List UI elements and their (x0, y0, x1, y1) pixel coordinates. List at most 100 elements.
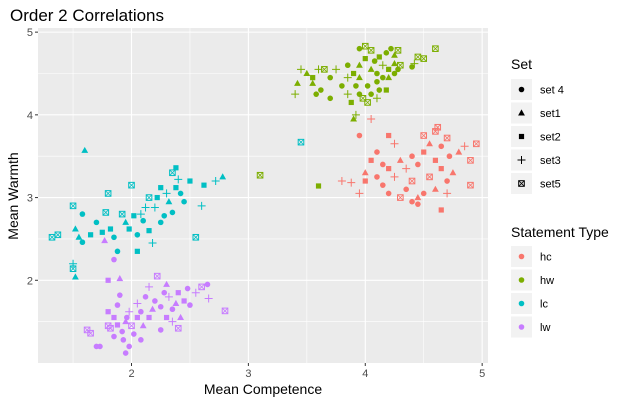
x-tick-label: 3 (245, 368, 251, 380)
legend-key-lw (518, 324, 525, 330)
point-hc-set4 (409, 198, 415, 205)
point-hw-set3 (372, 94, 381, 103)
point-lc-set2 (187, 178, 193, 184)
point-hc-set3 (347, 178, 356, 187)
major-gridlines (38, 28, 488, 363)
point-lc-set1 (72, 225, 79, 232)
point-hw-set4 (313, 91, 319, 97)
point-hw-set2 (310, 75, 316, 81)
point-hw-set4 (368, 91, 374, 97)
point-lw-set1 (139, 322, 147, 329)
point-hw-set5 (420, 55, 428, 62)
point-lw-set3 (125, 307, 134, 316)
point-hw-set4 (409, 64, 415, 70)
point-lc-set4 (111, 234, 117, 241)
point-lw-set1 (149, 305, 156, 312)
x-tick-label: 4 (362, 368, 368, 380)
point-hc-set2 (368, 157, 374, 163)
point-lc-set3 (162, 189, 171, 198)
legend-key-set3 (517, 156, 526, 164)
point-lw-set4 (122, 350, 129, 356)
point-lc-set4 (134, 231, 141, 238)
point-hw-set1 (356, 61, 363, 68)
point-hc-set2 (432, 157, 439, 163)
point-lc-set4 (161, 212, 168, 219)
point-lw-set1 (172, 299, 180, 306)
point-lc-set3 (174, 175, 183, 184)
point-lc-set5 (102, 209, 110, 216)
point-hc-set3 (402, 164, 411, 173)
point-lw-set3 (168, 317, 177, 326)
point-hc-set1 (414, 193, 422, 201)
point-lc-set5 (192, 233, 200, 241)
point-hw-set4 (364, 83, 371, 89)
point-lc-set2 (173, 165, 179, 171)
point-lc-set3 (148, 239, 157, 248)
point-hw-set3 (351, 110, 360, 119)
legend-key-lc (518, 300, 525, 307)
y-tick-label: 4 (27, 110, 33, 122)
point-lc-set4 (140, 217, 146, 224)
point-hc-set4 (374, 174, 380, 180)
point-hw-set2 (376, 54, 382, 60)
legend-set-title: Set (511, 56, 532, 72)
point-lw-set3 (133, 299, 142, 308)
point-lw-set5 (198, 283, 205, 291)
point-lw-set4 (119, 328, 125, 335)
point-hc-set1 (455, 148, 463, 155)
point-lc-set1 (81, 146, 89, 153)
legend-statement-type-title: Statement Type (511, 224, 609, 240)
point-hw-set3 (296, 65, 305, 74)
point-hc-set4 (420, 190, 427, 197)
point-lw-set1 (177, 313, 184, 321)
point-hc-set4 (415, 201, 421, 207)
point-lc-set2 (158, 185, 164, 191)
point-lw-set4 (161, 289, 168, 296)
point-hw-set4 (374, 70, 380, 77)
point-lw-set2 (181, 298, 187, 304)
point-hw-set4 (376, 87, 383, 93)
point-lw-set4 (184, 285, 191, 292)
point-hc-set4 (438, 143, 445, 150)
point-lw-set5 (128, 322, 135, 330)
point-lc-set5 (54, 231, 62, 239)
point-hw-set4 (356, 91, 363, 97)
point-hc-set3 (390, 172, 399, 181)
point-lw-set4 (111, 256, 117, 263)
point-lw-set3 (191, 288, 200, 297)
point-hw-set4 (356, 45, 363, 52)
legend-statement-type: Statement Type hc hw lc lw (511, 224, 609, 338)
point-lc-set4 (177, 190, 184, 197)
data-points (48, 42, 480, 356)
legend-set: Set set 4 set1 set2 set3 set5 (511, 56, 564, 194)
point-hw-set4 (371, 58, 378, 64)
x-tick-label: 2 (128, 368, 134, 380)
x-tick-label: 5 (479, 368, 485, 380)
point-lc-set5 (297, 138, 305, 146)
legend-key-set5 (518, 180, 525, 187)
point-hc-set4 (380, 161, 386, 168)
point-lc-set2 (87, 232, 94, 238)
point-hw-set4 (318, 87, 324, 93)
point-hw-set2 (315, 183, 322, 189)
point-hc-set3 (460, 142, 469, 151)
point-hc-set5 (473, 140, 480, 148)
legend-key-set2 (518, 133, 525, 140)
point-lc-set1 (219, 173, 227, 180)
point-lc-set3 (211, 177, 220, 186)
point-lw-set2 (175, 290, 181, 296)
point-hw-set3 (343, 90, 352, 99)
legend-label-set3: set3 (540, 155, 561, 167)
point-lw-set3 (204, 294, 213, 303)
point-hw-set1 (309, 79, 317, 86)
point-hc-set2 (362, 178, 368, 184)
point-lc-set2 (146, 228, 152, 234)
point-lw-set4 (138, 337, 144, 343)
point-hw-set1 (385, 74, 393, 81)
point-lc-set5 (118, 210, 126, 218)
legend-label-lw: lw (540, 322, 550, 334)
legend-label-set2: set2 (540, 132, 561, 144)
point-lw-set4 (120, 337, 127, 343)
point-lw-set5 (153, 272, 161, 280)
